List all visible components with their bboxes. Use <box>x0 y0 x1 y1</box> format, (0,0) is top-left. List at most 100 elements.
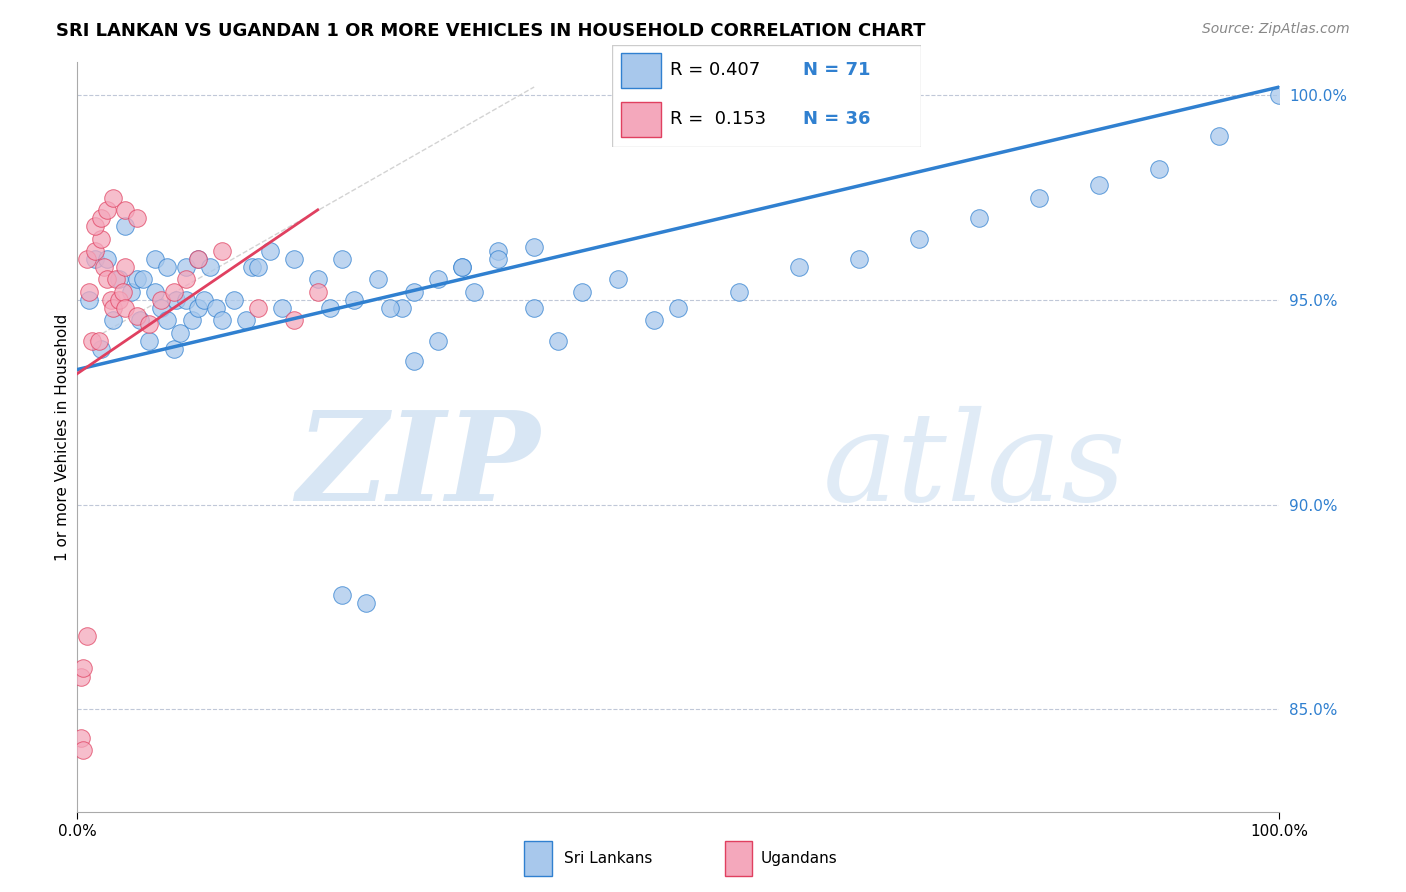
Point <box>1268 88 1291 103</box>
Point <box>283 252 305 266</box>
Point <box>571 285 593 299</box>
Point <box>523 240 546 254</box>
Point <box>486 244 509 258</box>
Point <box>967 211 990 225</box>
Point <box>427 334 450 348</box>
Point <box>84 244 107 258</box>
Point <box>90 211 112 225</box>
Point <box>96 202 118 217</box>
Point <box>193 293 215 307</box>
Point <box>307 285 329 299</box>
Point <box>354 596 377 610</box>
Point <box>402 285 425 299</box>
Point <box>180 313 202 327</box>
Point <box>451 260 474 275</box>
Point <box>79 293 101 307</box>
Point <box>343 293 366 307</box>
Point <box>547 334 569 348</box>
Point <box>111 285 134 299</box>
Point <box>187 252 209 266</box>
Point <box>283 313 305 327</box>
FancyBboxPatch shape <box>524 841 551 876</box>
Point <box>211 244 233 258</box>
Point <box>128 313 150 327</box>
Point <box>451 260 474 275</box>
Point <box>132 272 155 286</box>
Point <box>96 272 118 286</box>
Point <box>367 272 389 286</box>
Point <box>114 202 136 217</box>
Point <box>787 260 810 275</box>
Point <box>87 334 110 348</box>
Point <box>1088 178 1111 193</box>
Point <box>330 588 353 602</box>
Point <box>72 743 94 757</box>
Point <box>174 260 197 275</box>
Point <box>103 190 125 204</box>
Point <box>246 260 269 275</box>
Point <box>93 260 115 275</box>
Point <box>100 293 122 307</box>
Point <box>156 260 179 275</box>
Point <box>145 252 167 266</box>
Point <box>150 293 173 307</box>
Point <box>486 252 509 266</box>
Point <box>848 252 870 266</box>
Text: Ugandans: Ugandans <box>761 851 837 866</box>
FancyBboxPatch shape <box>725 841 752 876</box>
Y-axis label: 1 or more Vehicles in Household: 1 or more Vehicles in Household <box>55 313 70 561</box>
Text: Source: ZipAtlas.com: Source: ZipAtlas.com <box>1202 22 1350 37</box>
Point <box>96 252 118 266</box>
Point <box>114 301 136 315</box>
Point <box>391 301 413 315</box>
Point <box>76 252 98 266</box>
Text: R = 0.407: R = 0.407 <box>671 62 761 79</box>
Point <box>607 272 630 286</box>
Point <box>70 670 93 684</box>
Point <box>463 285 485 299</box>
Point <box>402 354 425 368</box>
Point <box>120 285 142 299</box>
Point <box>79 285 101 299</box>
Point <box>235 313 257 327</box>
Point <box>103 313 125 327</box>
Point <box>156 313 179 327</box>
Point <box>108 293 131 307</box>
Point <box>127 211 149 225</box>
Text: N = 71: N = 71 <box>803 62 870 79</box>
Point <box>165 293 187 307</box>
FancyBboxPatch shape <box>621 53 661 87</box>
Point <box>174 293 197 307</box>
Text: Sri Lankans: Sri Lankans <box>564 851 652 866</box>
Point <box>103 301 125 315</box>
Text: N = 36: N = 36 <box>803 111 870 128</box>
Point <box>259 244 281 258</box>
Point <box>150 301 173 315</box>
Point <box>270 301 292 315</box>
Point <box>169 326 191 340</box>
Text: R =  0.153: R = 0.153 <box>671 111 766 128</box>
Point <box>114 219 136 234</box>
Point <box>70 731 93 745</box>
Point <box>114 260 136 275</box>
Point <box>211 313 233 327</box>
Point <box>127 272 149 286</box>
Point <box>90 342 112 356</box>
Point <box>643 313 665 327</box>
Point <box>427 272 450 286</box>
Point <box>80 334 103 348</box>
FancyBboxPatch shape <box>612 45 921 147</box>
Point <box>138 334 160 348</box>
Point <box>76 629 98 643</box>
Point <box>1149 161 1171 176</box>
FancyBboxPatch shape <box>621 102 661 137</box>
Point <box>204 301 226 315</box>
Point <box>727 285 749 299</box>
Point <box>72 661 94 675</box>
Point <box>330 252 353 266</box>
Point <box>174 272 197 286</box>
Point <box>668 301 690 315</box>
Point <box>162 342 184 356</box>
Point <box>90 231 112 245</box>
Point <box>187 252 209 266</box>
